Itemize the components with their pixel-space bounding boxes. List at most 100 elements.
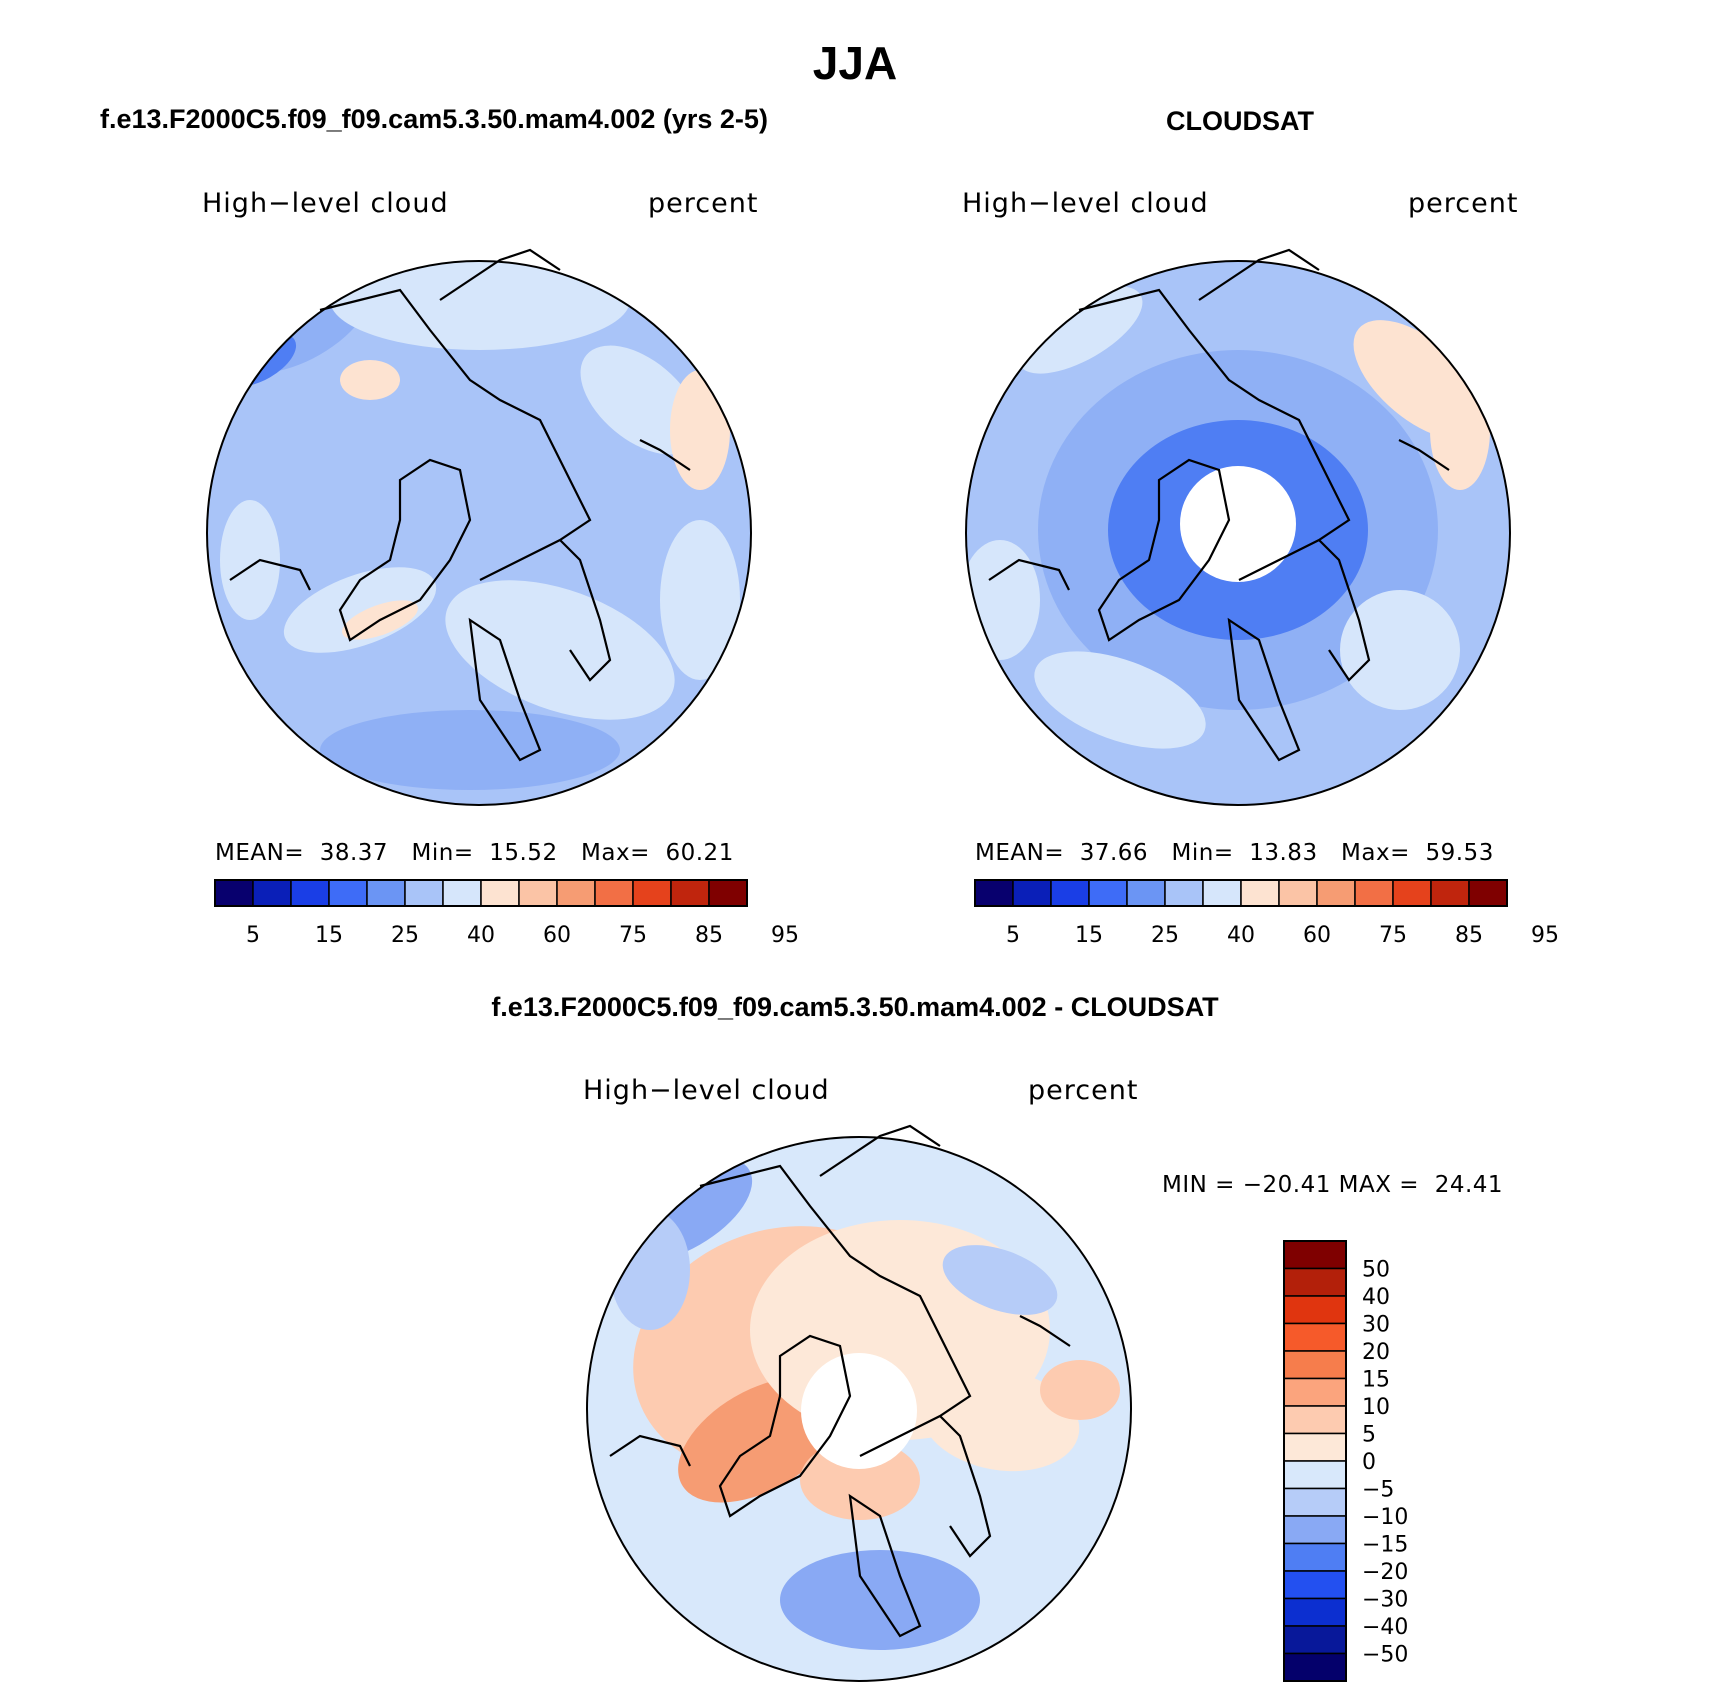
coastline-segment bbox=[229, 558, 311, 591]
coastline-segment bbox=[939, 1415, 992, 1558]
coastline-segment bbox=[338, 458, 472, 642]
colorbar-swatch bbox=[1164, 879, 1204, 907]
colorbar-swatch bbox=[1050, 879, 1090, 907]
field-patch bbox=[670, 370, 730, 490]
coastline-diff bbox=[609, 1124, 1071, 1638]
coastline-segment bbox=[1019, 1315, 1071, 1347]
colorbar-swatch bbox=[518, 879, 558, 907]
colorbar-swatch bbox=[1088, 879, 1128, 907]
map-obs-polar-gap bbox=[1180, 466, 1296, 582]
coastline-segment bbox=[1078, 288, 1351, 581]
map-model bbox=[207, 261, 751, 805]
colorbar-swatch bbox=[1283, 1542, 1347, 1572]
coastline-segment bbox=[1318, 539, 1371, 682]
panel-model-title: f.e13.F2000C5.f09_f09.cam5.3.50.mam4.002… bbox=[100, 104, 768, 134]
colorbar-swatch bbox=[290, 879, 330, 907]
colorbar-tick-label: 75 bbox=[619, 923, 647, 948]
mean-value: 37.66 bbox=[1079, 840, 1149, 866]
field-patch bbox=[220, 500, 280, 620]
colorbar-tick-label: −30 bbox=[1362, 1588, 1408, 1613]
colorbar-tick-label: −15 bbox=[1362, 1533, 1408, 1558]
colorbar-swatch bbox=[328, 879, 368, 907]
colorbar-tick-label: 20 bbox=[1362, 1340, 1390, 1365]
panel-diff-variable-label: High−level cloud bbox=[583, 1075, 830, 1106]
mean-value: 38.37 bbox=[319, 840, 389, 866]
panel-obs-variable-label: High−level cloud bbox=[962, 188, 1209, 219]
colorbar-tick-label: 40 bbox=[1362, 1285, 1390, 1310]
colorbar-tick-label: 0 bbox=[1362, 1450, 1376, 1475]
colorbar-swatch bbox=[556, 879, 596, 907]
coastline-segment bbox=[699, 1164, 972, 1457]
colorbar-tick-label: 15 bbox=[1075, 923, 1103, 948]
colorbar-tick-label: −20 bbox=[1362, 1560, 1408, 1585]
colorbar-tick-label: 40 bbox=[467, 923, 495, 948]
colorbar-tick-label: 40 bbox=[1227, 923, 1255, 948]
mean-label: MEAN= bbox=[975, 840, 1065, 866]
field-patch bbox=[920, 1368, 1080, 1472]
max-label: Max= bbox=[581, 840, 650, 866]
panel-obs-stats: MEAN= 37.66 Min= 13.83 Max= 59.53 bbox=[975, 840, 1494, 866]
coastline-segment bbox=[639, 439, 691, 471]
map-diff bbox=[587, 1137, 1131, 1681]
coastline-segment bbox=[988, 558, 1070, 591]
colorbar-tick-label: 50 bbox=[1362, 1258, 1390, 1283]
coastline-obs bbox=[988, 248, 1450, 762]
colorbar-swatch bbox=[1283, 1377, 1347, 1407]
panel-diff-units-label: percent bbox=[1028, 1075, 1139, 1106]
colorbar-swatch bbox=[1240, 879, 1280, 907]
field-patch bbox=[1040, 1360, 1120, 1420]
colorbar-frame bbox=[214, 879, 748, 907]
colorbar-swatch bbox=[632, 879, 672, 907]
colorbar-swatch bbox=[404, 879, 444, 907]
colorbar-swatch bbox=[1283, 1625, 1347, 1655]
field-patch bbox=[942, 1245, 1058, 1315]
field-patch bbox=[283, 567, 437, 653]
colorbar-swatch bbox=[708, 879, 748, 907]
colorbar-swatch bbox=[1283, 1460, 1347, 1490]
colorbar-swatch bbox=[974, 879, 1014, 907]
figure-title: JJA bbox=[812, 37, 898, 89]
colorbar-tick-label: 5 bbox=[1006, 923, 1020, 948]
colorbar-swatch bbox=[1283, 1432, 1347, 1462]
colorbar-tick-label: −40 bbox=[1362, 1615, 1408, 1640]
colorbar-swatch bbox=[1283, 1295, 1347, 1325]
colorbar-swatch bbox=[442, 879, 482, 907]
coastline-segment bbox=[848, 1493, 922, 1638]
coastline-model bbox=[229, 248, 691, 762]
colorbar-swatch bbox=[1283, 1570, 1347, 1600]
panel-model-stats: MEAN= 38.37 Min= 15.52 Max= 60.21 bbox=[215, 840, 734, 866]
max-value: 59.53 bbox=[1425, 840, 1494, 866]
colorbar-swatch bbox=[1283, 1597, 1347, 1627]
colorbar-swatch bbox=[1126, 879, 1166, 907]
field-patch bbox=[340, 360, 400, 400]
colorbar-tick-label: 25 bbox=[391, 923, 419, 948]
colorbar-tick-label: 15 bbox=[315, 923, 343, 948]
mean-label: MEAN= bbox=[215, 840, 305, 866]
colorbar-tick-label: 60 bbox=[543, 923, 571, 948]
colorbar-swatch bbox=[1283, 1405, 1347, 1435]
coastline-segment bbox=[1097, 458, 1231, 642]
coastline-segment bbox=[1227, 617, 1301, 762]
coastline-segment bbox=[1198, 248, 1320, 301]
map-obs-border bbox=[965, 260, 1511, 806]
coastline-segment bbox=[439, 248, 561, 301]
coastline-segment bbox=[1398, 439, 1450, 471]
max-value: 60.21 bbox=[665, 840, 734, 866]
colorbar-tick-label: 75 bbox=[1379, 923, 1407, 948]
colorbar-frame bbox=[1283, 1240, 1347, 1682]
colorbar-swatch bbox=[1202, 879, 1242, 907]
colorbar-swatch bbox=[594, 879, 634, 907]
field-patch bbox=[780, 1550, 980, 1650]
colorbar-swatch bbox=[480, 879, 520, 907]
colorbar-swatch bbox=[670, 879, 710, 907]
field-patch bbox=[330, 261, 630, 350]
coastline-segment bbox=[819, 1124, 941, 1177]
colorbar-tick-label: −50 bbox=[1362, 1643, 1408, 1668]
colorbar-swatch bbox=[1283, 1515, 1347, 1545]
panel-obs-units-label: percent bbox=[1408, 188, 1519, 219]
coastlines bbox=[229, 248, 1450, 1638]
max-label: Max= bbox=[1341, 840, 1410, 866]
colorbar-tick-label: 5 bbox=[246, 923, 260, 948]
colorbar-swatch bbox=[1430, 879, 1470, 907]
min-value: 13.83 bbox=[1249, 840, 1318, 866]
